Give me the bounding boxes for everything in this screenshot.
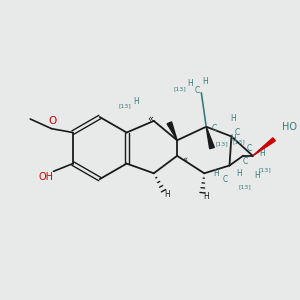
Text: [13]: [13] [118,103,131,108]
Text: C: C [223,175,228,184]
Polygon shape [206,127,214,149]
Text: C: C [235,128,240,137]
Text: [13]: [13] [258,167,271,172]
Text: [13]: [13] [238,184,251,189]
Text: «: « [147,114,153,124]
Text: C: C [246,144,251,153]
Text: O: O [48,116,57,126]
Text: HO: HO [282,122,297,132]
Text: H: H [187,79,193,88]
Text: [13]: [13] [174,86,186,92]
Text: H: H [164,190,170,199]
Text: C: C [211,124,217,133]
Text: H: H [230,134,236,143]
Text: C: C [195,86,200,95]
Text: H: H [236,169,242,178]
Text: C: C [242,157,247,166]
Text: OH: OH [38,172,53,182]
Text: H: H [254,171,260,180]
Text: H: H [230,115,236,124]
Text: H: H [260,149,265,158]
Text: H: H [134,97,139,106]
Polygon shape [253,138,275,156]
Text: H: H [203,192,209,201]
Text: H: H [202,76,208,85]
Text: «: « [182,155,188,164]
Text: [13]: [13] [233,140,246,145]
Text: [13]: [13] [215,142,228,147]
Text: H: H [213,169,219,178]
Polygon shape [167,122,177,140]
